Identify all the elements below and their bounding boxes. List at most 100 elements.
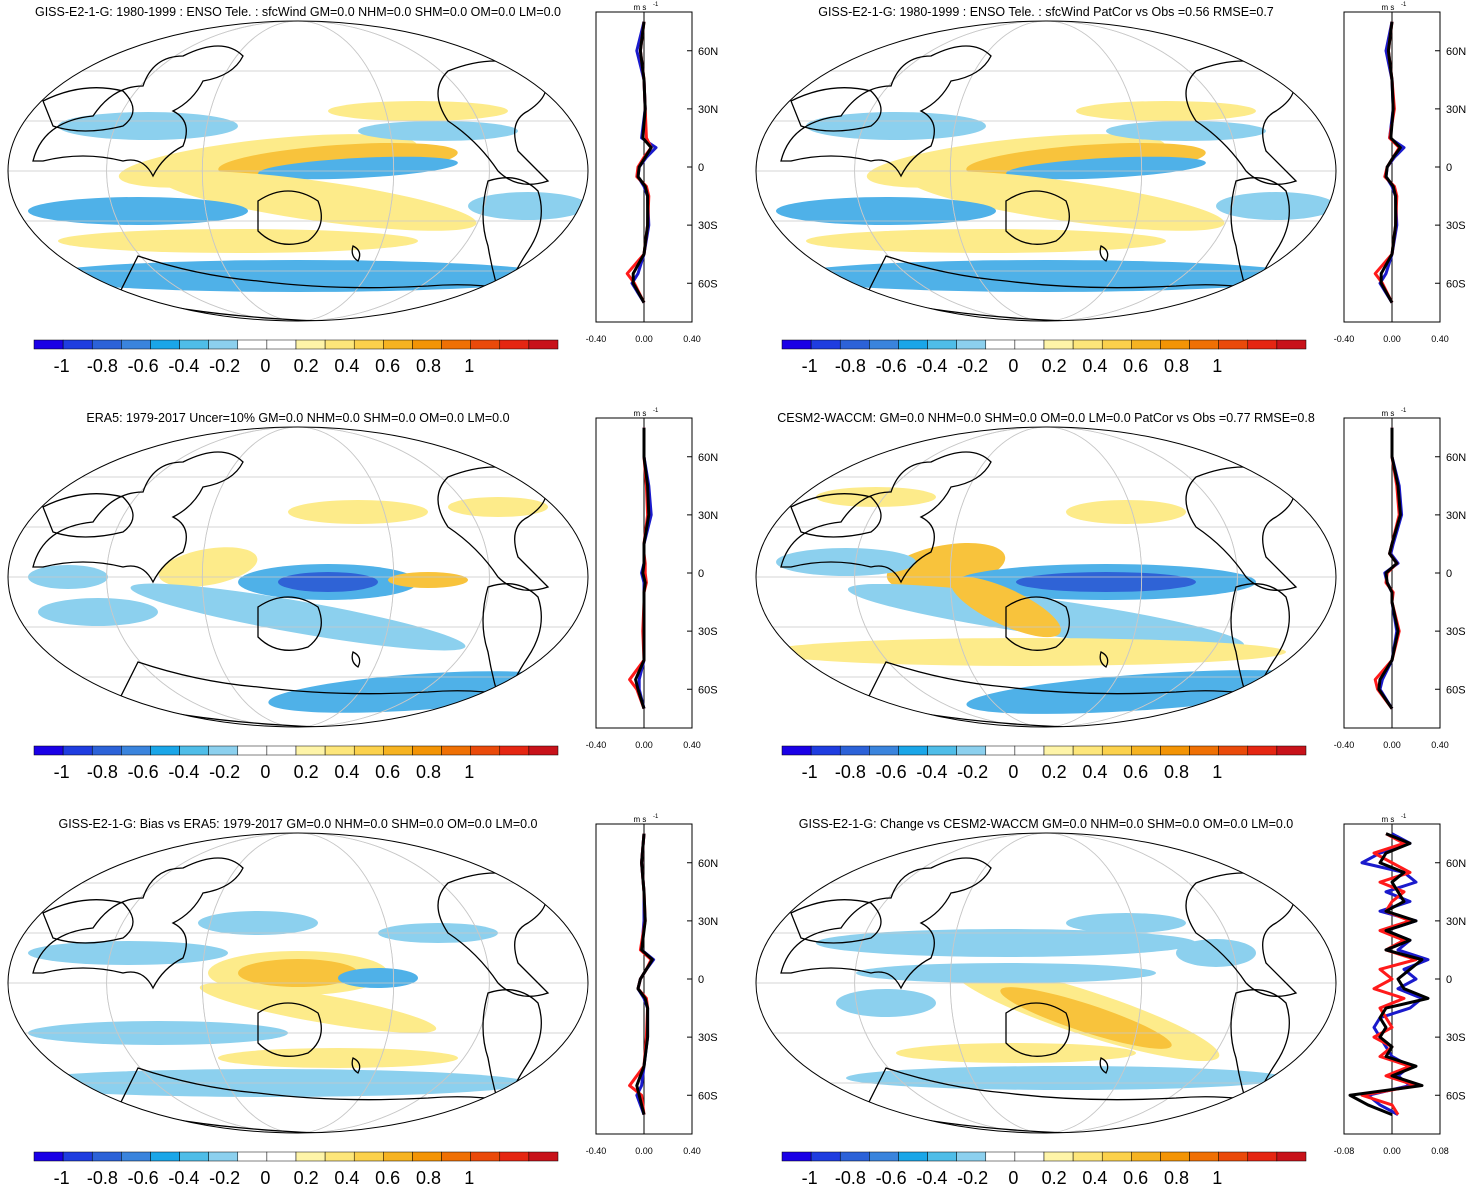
longitude-gridline	[949, 833, 1143, 1133]
lat-tick-label: 30S	[1446, 626, 1466, 638]
x-tick-label: -0.40	[1334, 740, 1355, 750]
x-tick-label: 0.40	[1431, 334, 1449, 344]
lat-tick-label: 60S	[1446, 1090, 1466, 1102]
colorbar-swatch	[1189, 339, 1219, 350]
colorbar-swatch	[324, 1151, 355, 1162]
anomaly-region	[1216, 192, 1336, 220]
x-tick-label: 0.40	[683, 740, 701, 750]
colorbar-swatch	[412, 745, 442, 756]
panel-title: GISS-E2-1-G: Bias vs ERA5: 1979-2017 GM=…	[58, 817, 537, 831]
coastline	[790, 87, 882, 132]
colorbar-tick-label: 0	[260, 356, 270, 376]
colorbar-tick-label: 0.4	[334, 356, 359, 376]
colorbar-tick-label: 0.6	[1123, 762, 1148, 782]
x-tick-label: -0.40	[586, 740, 607, 750]
units-label: m s	[634, 3, 647, 12]
colorbar-tick-label: -0.6	[128, 1168, 159, 1187]
x-tick-label: 0.40	[683, 1146, 701, 1156]
lat-tick-label: 0	[698, 568, 704, 580]
x-tick-label: 0.00	[1383, 334, 1401, 344]
colorbar-tick-label: -0.6	[128, 356, 159, 376]
colorbar-swatch	[208, 745, 239, 756]
anomaly-region	[856, 963, 1156, 983]
colorbar-swatch	[33, 1151, 64, 1162]
colorbar-swatch	[810, 745, 841, 756]
map-border	[755, 426, 1337, 728]
anomaly-region	[966, 670, 1326, 714]
units-exponent: -1	[653, 408, 659, 414]
coastline	[780, 857, 992, 990]
coastline	[32, 857, 244, 990]
colorbar-tick-label: -0.6	[128, 762, 159, 782]
anomaly-region	[816, 487, 936, 507]
anomaly-region	[258, 156, 458, 180]
units-label: m s	[1382, 815, 1395, 824]
coastline	[1099, 1057, 1109, 1074]
colorbar-swatch	[1101, 745, 1132, 756]
colorbar-swatch	[985, 339, 1016, 350]
anomaly-region	[28, 941, 228, 965]
anomaly-region	[1176, 939, 1256, 967]
colorbar-tick-label: -0.8	[87, 356, 118, 376]
colorbar-swatch	[1043, 1151, 1074, 1162]
colorbar-tick-label: -0.8	[835, 1168, 866, 1187]
profile-line-ens	[1379, 21, 1402, 304]
x-tick-label: 0.00	[1383, 1146, 1401, 1156]
colorbar-swatch	[839, 745, 870, 756]
lat-tick-label: 60S	[698, 278, 718, 290]
panel-p2: GISS-E2-1-G: 1980-1999 : ENSO Tele. : sf…	[755, 2, 1466, 376]
colorbar-swatch	[33, 339, 64, 350]
colorbar-swatch	[898, 339, 928, 350]
colorbar-tick-label: -0.2	[209, 762, 240, 782]
colorbar-swatch	[91, 745, 122, 756]
colorbar-swatch	[839, 339, 870, 350]
colorbar-swatch	[1247, 1151, 1278, 1162]
colorbar-tick-label: 0.2	[294, 356, 319, 376]
colorbar-swatch	[1014, 339, 1045, 350]
colorbar-swatch	[528, 339, 559, 350]
colorbar-tick-label: 0.8	[416, 1168, 441, 1187]
colorbar-swatch	[927, 339, 957, 350]
anomaly-region	[846, 1066, 1286, 1090]
lat-tick-label: 60S	[698, 684, 718, 696]
colorbar-swatch	[1276, 1151, 1307, 1162]
colorbar-tick-label: 0.2	[1042, 762, 1067, 782]
colorbar-swatch	[441, 1151, 471, 1162]
anomaly-region	[786, 260, 1306, 292]
colorbar-swatch	[1072, 339, 1103, 350]
colorbar-swatch	[295, 339, 326, 350]
lat-tick-label: 30S	[698, 220, 718, 232]
colorbar-swatch	[179, 1151, 209, 1162]
colorbar-swatch	[1014, 745, 1045, 756]
units-exponent: -1	[653, 2, 659, 8]
colorbar-tick-label: -1	[802, 356, 818, 376]
anomaly-region	[28, 197, 248, 225]
x-tick-label: 0.40	[683, 334, 701, 344]
profile-line-model	[1360, 832, 1418, 1116]
coastline	[790, 493, 882, 538]
units-exponent: -1	[1401, 2, 1407, 8]
units-label: m s	[634, 409, 647, 418]
colorbar-tick-label: 0	[260, 762, 270, 782]
colorbar-swatch	[781, 745, 812, 756]
x-tick-label: 0.08	[1431, 1146, 1449, 1156]
colorbar-swatch	[295, 745, 326, 756]
colorbar-swatch	[150, 745, 180, 756]
anomaly-region	[388, 572, 468, 588]
coastline	[790, 899, 882, 944]
colorbar-swatch	[266, 745, 297, 756]
colorbar-swatch	[985, 745, 1016, 756]
coastline	[32, 451, 244, 584]
colorbar-swatch	[208, 339, 239, 350]
colorbar-swatch	[1131, 1151, 1161, 1162]
lat-tick-label: 30N	[698, 916, 718, 928]
colorbar-tick-label: 0.8	[416, 762, 441, 782]
longitude-gridline	[106, 833, 490, 1133]
lat-tick-label: 30S	[1446, 1032, 1466, 1044]
colorbar-swatch	[869, 745, 899, 756]
colorbar-swatch	[62, 745, 93, 756]
longitude-gridline	[106, 427, 490, 727]
map-border	[755, 20, 1337, 322]
panel-p6: GISS-E2-1-G: Change vs CESM2-WACCM GM=0.…	[755, 814, 1466, 1187]
lat-tick-label: 0	[1446, 568, 1452, 580]
